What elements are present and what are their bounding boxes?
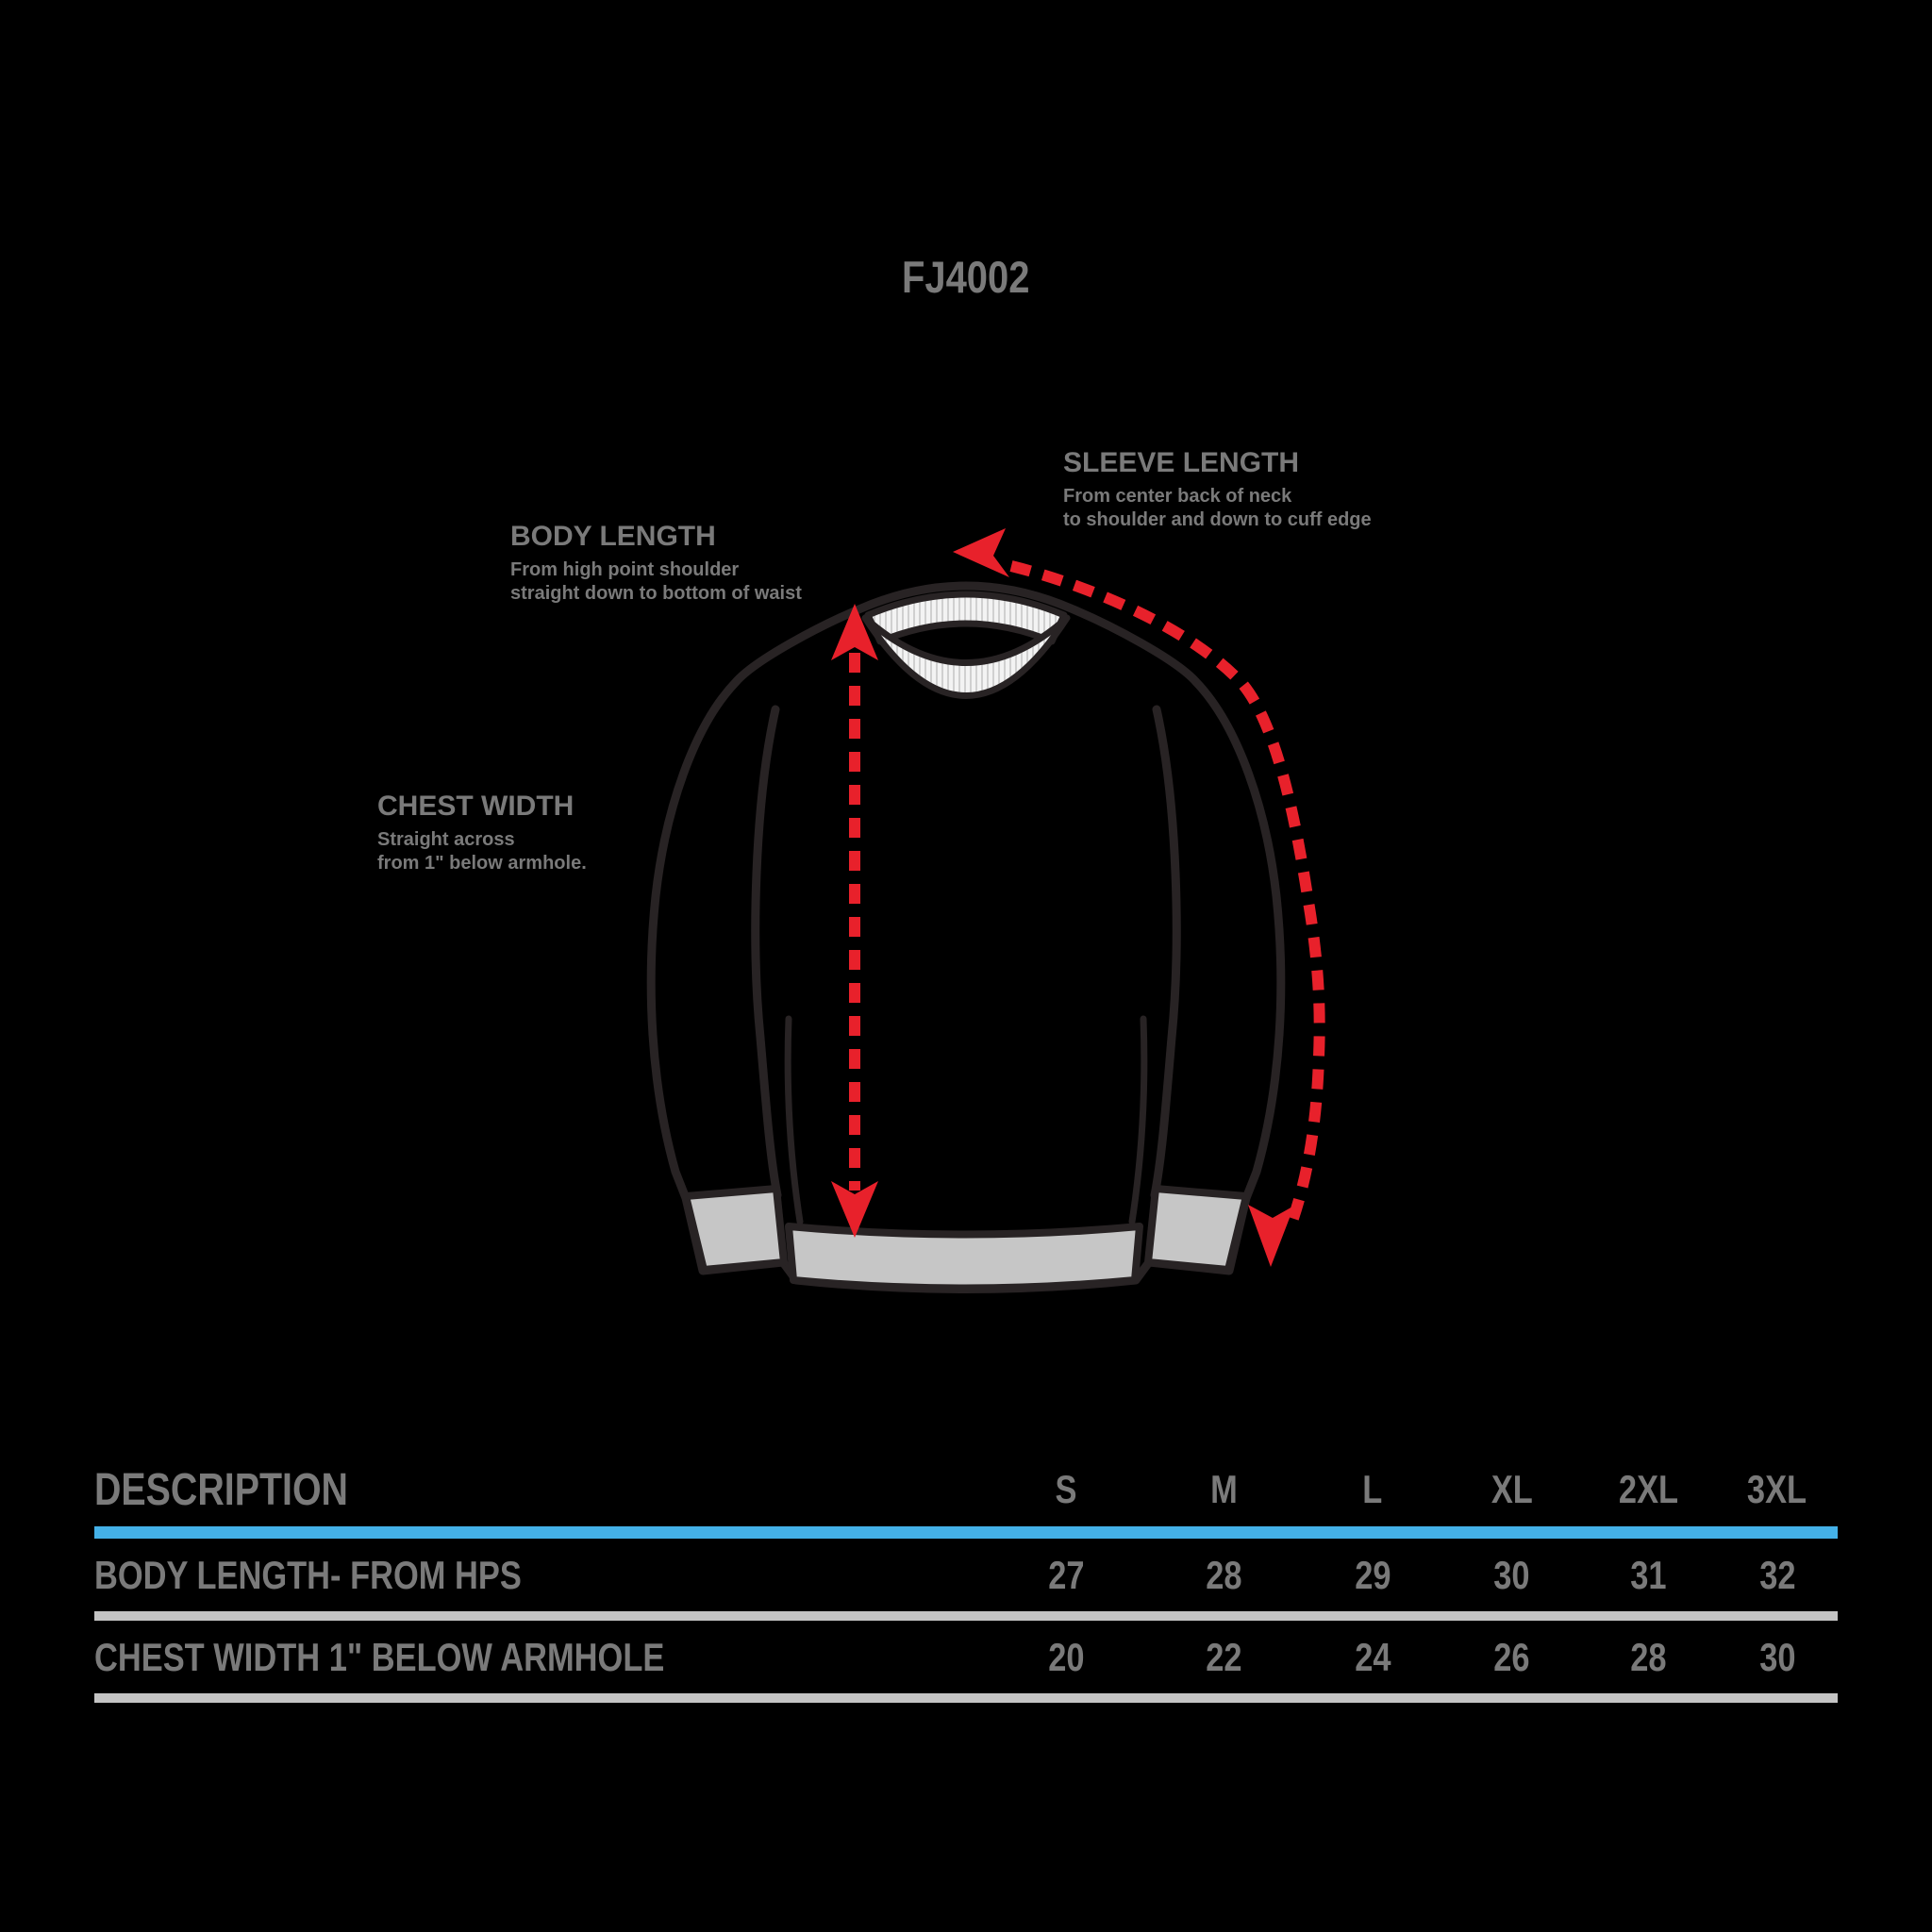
sleeve-length-arrowhead-left-icon: [953, 528, 1009, 577]
table-row-body-length: BODY LENGTH- FROM HPS 27 28 29 30 31 32: [94, 1539, 1838, 1611]
chest-width-heading: CHEST WIDTH: [377, 791, 575, 822]
size-table: DESCRIPTION S M L XL 2XL 3XL BODY LENGTH…: [94, 1453, 1838, 1703]
page-title-text: FJ4002: [902, 252, 1030, 302]
body-length-value-xl: 30: [1493, 1552, 1530, 1597]
size-header-l: L: [1362, 1467, 1383, 1511]
chest-width-desc-line1: Straight across: [377, 829, 515, 850]
chest-width-value-m: 22: [1206, 1634, 1242, 1679]
chest-width-value-l: 24: [1354, 1634, 1391, 1679]
sleeve-length-desc-line2: to shoulder and down to cuff edge: [1063, 509, 1372, 530]
size-header-xl: XL: [1491, 1467, 1533, 1511]
size-header-m: M: [1210, 1467, 1238, 1511]
body-length-value-2xl: 31: [1630, 1552, 1667, 1597]
measurement-arrows: [831, 528, 1325, 1267]
chest-width-value-2xl: 28: [1630, 1634, 1667, 1679]
header-accent-rule: [94, 1526, 1838, 1539]
table-row-chest-width: CHEST WIDTH 1" BELOW ARMHOLE 20 22 24 26…: [94, 1621, 1838, 1693]
armhole-seam-left: [751, 705, 782, 1200]
sleeve-length-heading: SLEEVE LENGTH: [1063, 447, 1300, 478]
size-header-3xl: 3XL: [1747, 1467, 1807, 1511]
body-length-value-3xl: 32: [1758, 1552, 1796, 1597]
size-table-header-row: DESCRIPTION S M L XL 2XL 3XL: [94, 1453, 1838, 1526]
armhole-seam-right: [1150, 705, 1181, 1200]
sleeve-length-arrowhead-down-icon: [1248, 1205, 1294, 1267]
chest-width-value-s: 20: [1047, 1634, 1085, 1679]
cuff-right: [1144, 1185, 1250, 1274]
cuff-left: [682, 1185, 788, 1274]
size-header-s: S: [1055, 1467, 1077, 1511]
chest-width-desc-line2: from 1" below armhole.: [377, 853, 587, 874]
row-divider: [94, 1693, 1838, 1703]
body-length-value-m: 28: [1206, 1552, 1242, 1597]
armhole-seam-left-inner: [784, 1015, 804, 1225]
page-title: FJ4002: [0, 251, 1932, 303]
body-length-value-s: 27: [1047, 1552, 1085, 1597]
body-length-heading: BODY LENGTH: [510, 521, 716, 552]
body-length-arrowhead-down-icon: [831, 1181, 878, 1238]
chest-width-annotation: CHEST WIDTH Straight across from 1" belo…: [377, 792, 587, 875]
body-length-desc-line1: From high point shoulder: [510, 559, 740, 580]
row-divider: [94, 1611, 1838, 1621]
sleeve-length-arrow-line: [1009, 560, 1325, 1229]
size-header-2xl: 2XL: [1618, 1467, 1679, 1511]
body-length-desc-line2: straight down to bottom of waist: [510, 583, 802, 604]
sleeve-length-desc-line1: From center back of neck: [1063, 486, 1292, 507]
chest-width-value-3xl: 30: [1758, 1634, 1796, 1679]
row-label-chest-width: CHEST WIDTH 1" BELOW ARMHOLE: [94, 1634, 665, 1679]
chest-width-value-xl: 26: [1493, 1634, 1530, 1679]
armhole-seam-right-inner: [1128, 1015, 1148, 1225]
body-length-annotation: BODY LENGTH From high point shoulder str…: [510, 523, 802, 606]
description-header: DESCRIPTION: [94, 1464, 348, 1515]
sleeve-length-annotation: SLEEVE LENGTH From center back of neck t…: [1063, 449, 1372, 532]
collar-front-crescent: [861, 614, 1071, 699]
body-length-value-l: 29: [1354, 1552, 1391, 1597]
row-label-body-length: BODY LENGTH- FROM HPS: [94, 1552, 522, 1597]
waistband: [785, 1223, 1143, 1292]
body-length-arrowhead-up-icon: [831, 604, 878, 660]
